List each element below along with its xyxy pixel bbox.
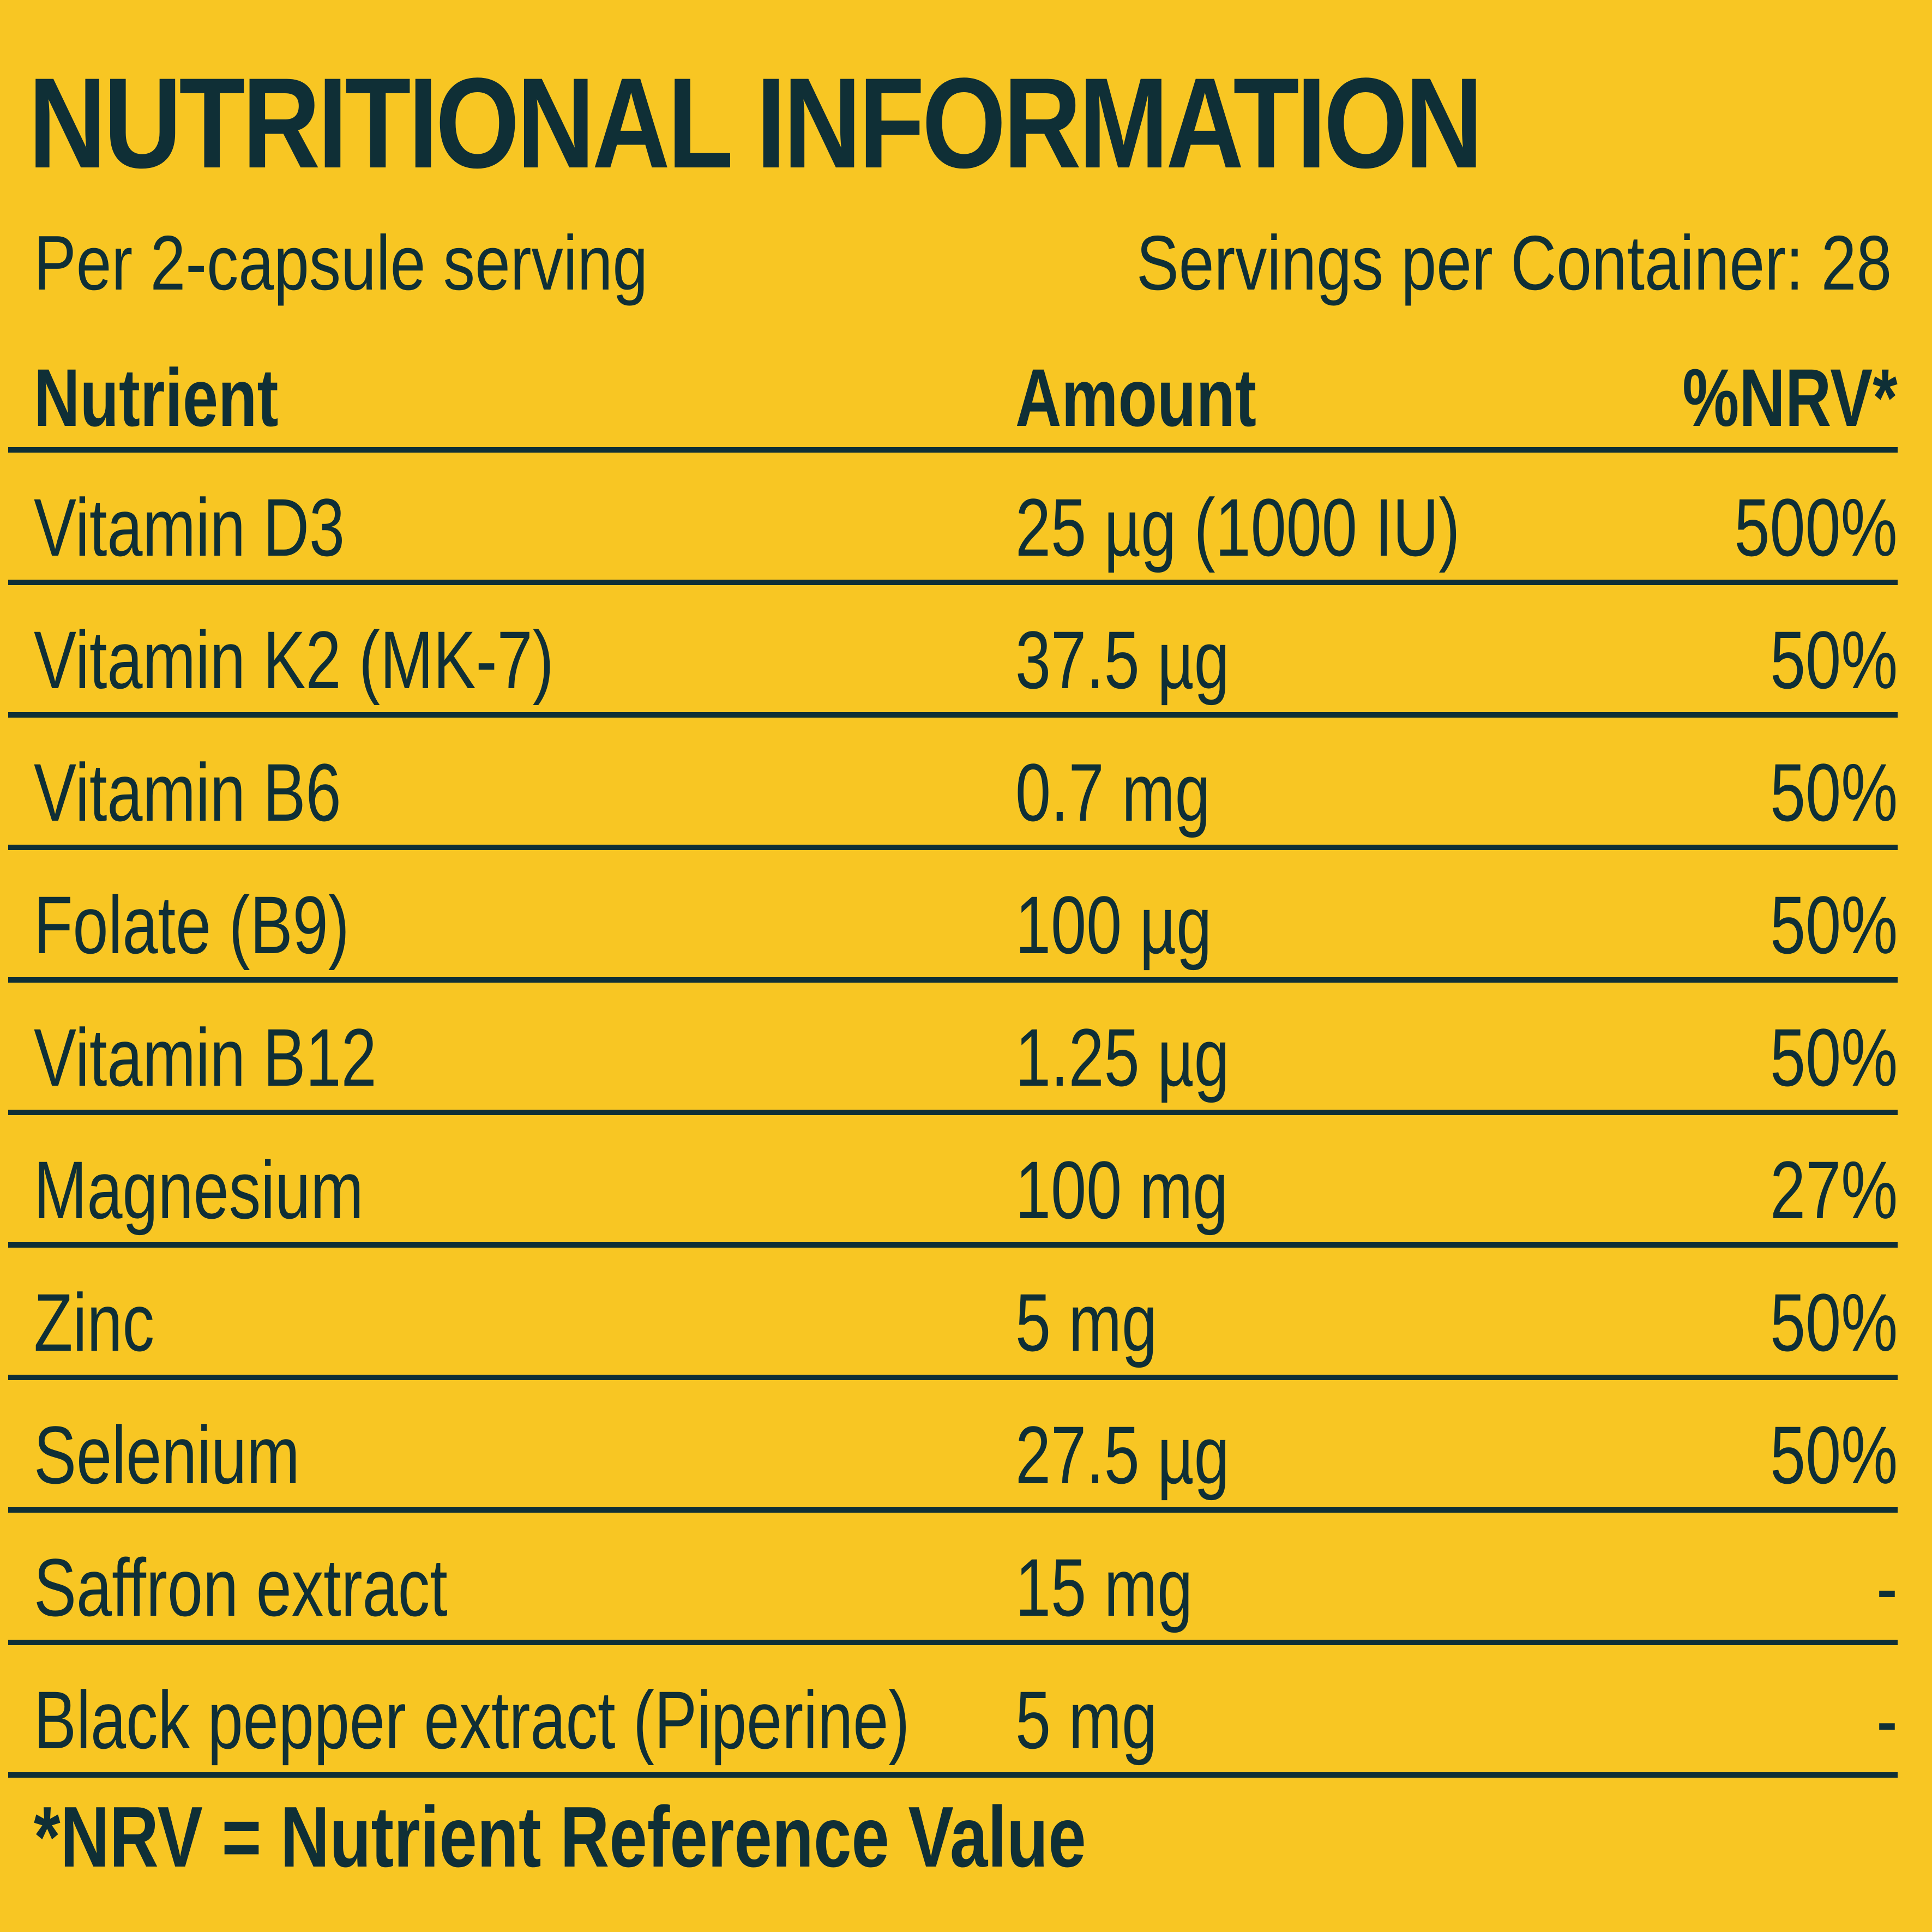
table-row: Vitamin B6 0.7 mg 50% — [8, 718, 1898, 850]
servings-per-container-text: Servings per Container: 28 — [1136, 220, 1892, 306]
nutrient-column-header: Nutrient — [34, 352, 279, 443]
nutrient-nrv: 50% — [1770, 1409, 1898, 1501]
serving-size-text: Per 2-capsule serving — [34, 220, 648, 306]
table-row: Black pepper extract (Piperine) 5 mg - — [8, 1645, 1898, 1778]
nutrient-nrv: 50% — [1770, 1012, 1898, 1103]
table-row: Zinc 5 mg 50% — [8, 1248, 1898, 1380]
amount-column-header: Amount — [1015, 352, 1256, 443]
nutrient-nrv: 500% — [1734, 482, 1898, 573]
nutrient-name: Saffron extract — [34, 1542, 448, 1633]
nutrient-amount: 15 mg — [1015, 1542, 1193, 1633]
nutrient-nrv: 50% — [1770, 1277, 1898, 1368]
nutrient-amount: 0.7 mg — [1015, 747, 1211, 838]
table-row: Folate (B9) 100 µg 50% — [8, 850, 1898, 983]
nrv-footnote: *NRV = Nutrient Reference Value — [34, 1789, 1086, 1885]
nutrient-amount: 5 mg — [1015, 1277, 1158, 1368]
nutrient-amount: 5 mg — [1015, 1674, 1158, 1766]
nutrient-amount: 37.5 µg — [1015, 614, 1230, 706]
nutrient-nrv: 50% — [1770, 747, 1898, 838]
nutrient-amount: 100 mg — [1015, 1144, 1229, 1236]
nutrient-name: Vitamin K2 (MK-7) — [34, 614, 554, 706]
nutrition-table: Nutrient Amount %NRV* Vitamin D3 25 µg (… — [8, 338, 1898, 1778]
table-row: Vitamin K2 (MK-7) 37.5 µg 50% — [8, 585, 1898, 718]
nrv-column-header: %NRV* — [1682, 352, 1898, 443]
table-row: Selenium 27.5 µg 50% — [8, 1380, 1898, 1513]
nutrient-nrv: 50% — [1770, 614, 1898, 706]
nutrient-nrv: 50% — [1770, 879, 1898, 971]
nutrient-name: Magnesium — [34, 1144, 364, 1236]
nutrient-nrv: 27% — [1770, 1144, 1898, 1236]
nutrient-name: Selenium — [34, 1409, 300, 1501]
page-title: NUTRITIONAL INFORMATION — [28, 51, 1483, 195]
table-header-row: Nutrient Amount %NRV* — [8, 338, 1898, 453]
nutrient-name: Vitamin B12 — [34, 1012, 377, 1103]
nutrient-name: Black pepper extract (Piperine) — [34, 1674, 910, 1766]
nutrient-name: Zinc — [34, 1277, 155, 1368]
nutrient-name: Vitamin B6 — [34, 747, 341, 838]
nutrient-name: Vitamin D3 — [34, 482, 345, 573]
nutrient-name: Folate (B9) — [34, 879, 350, 971]
nutrient-amount: 27.5 µg — [1015, 1409, 1230, 1501]
table-row: Vitamin B12 1.25 µg 50% — [8, 983, 1898, 1115]
nutrient-nrv: - — [1876, 1674, 1898, 1766]
nutrient-amount: 100 µg — [1015, 879, 1212, 971]
table-row: Magnesium 100 mg 27% — [8, 1115, 1898, 1248]
nutrient-amount: 1.25 µg — [1015, 1012, 1230, 1103]
nutrient-amount: 25 µg (1000 IU) — [1015, 482, 1460, 573]
table-row: Saffron extract 15 mg - — [8, 1513, 1898, 1645]
nutrient-nrv: - — [1876, 1542, 1898, 1633]
table-row: Vitamin D3 25 µg (1000 IU) 500% — [8, 453, 1898, 585]
